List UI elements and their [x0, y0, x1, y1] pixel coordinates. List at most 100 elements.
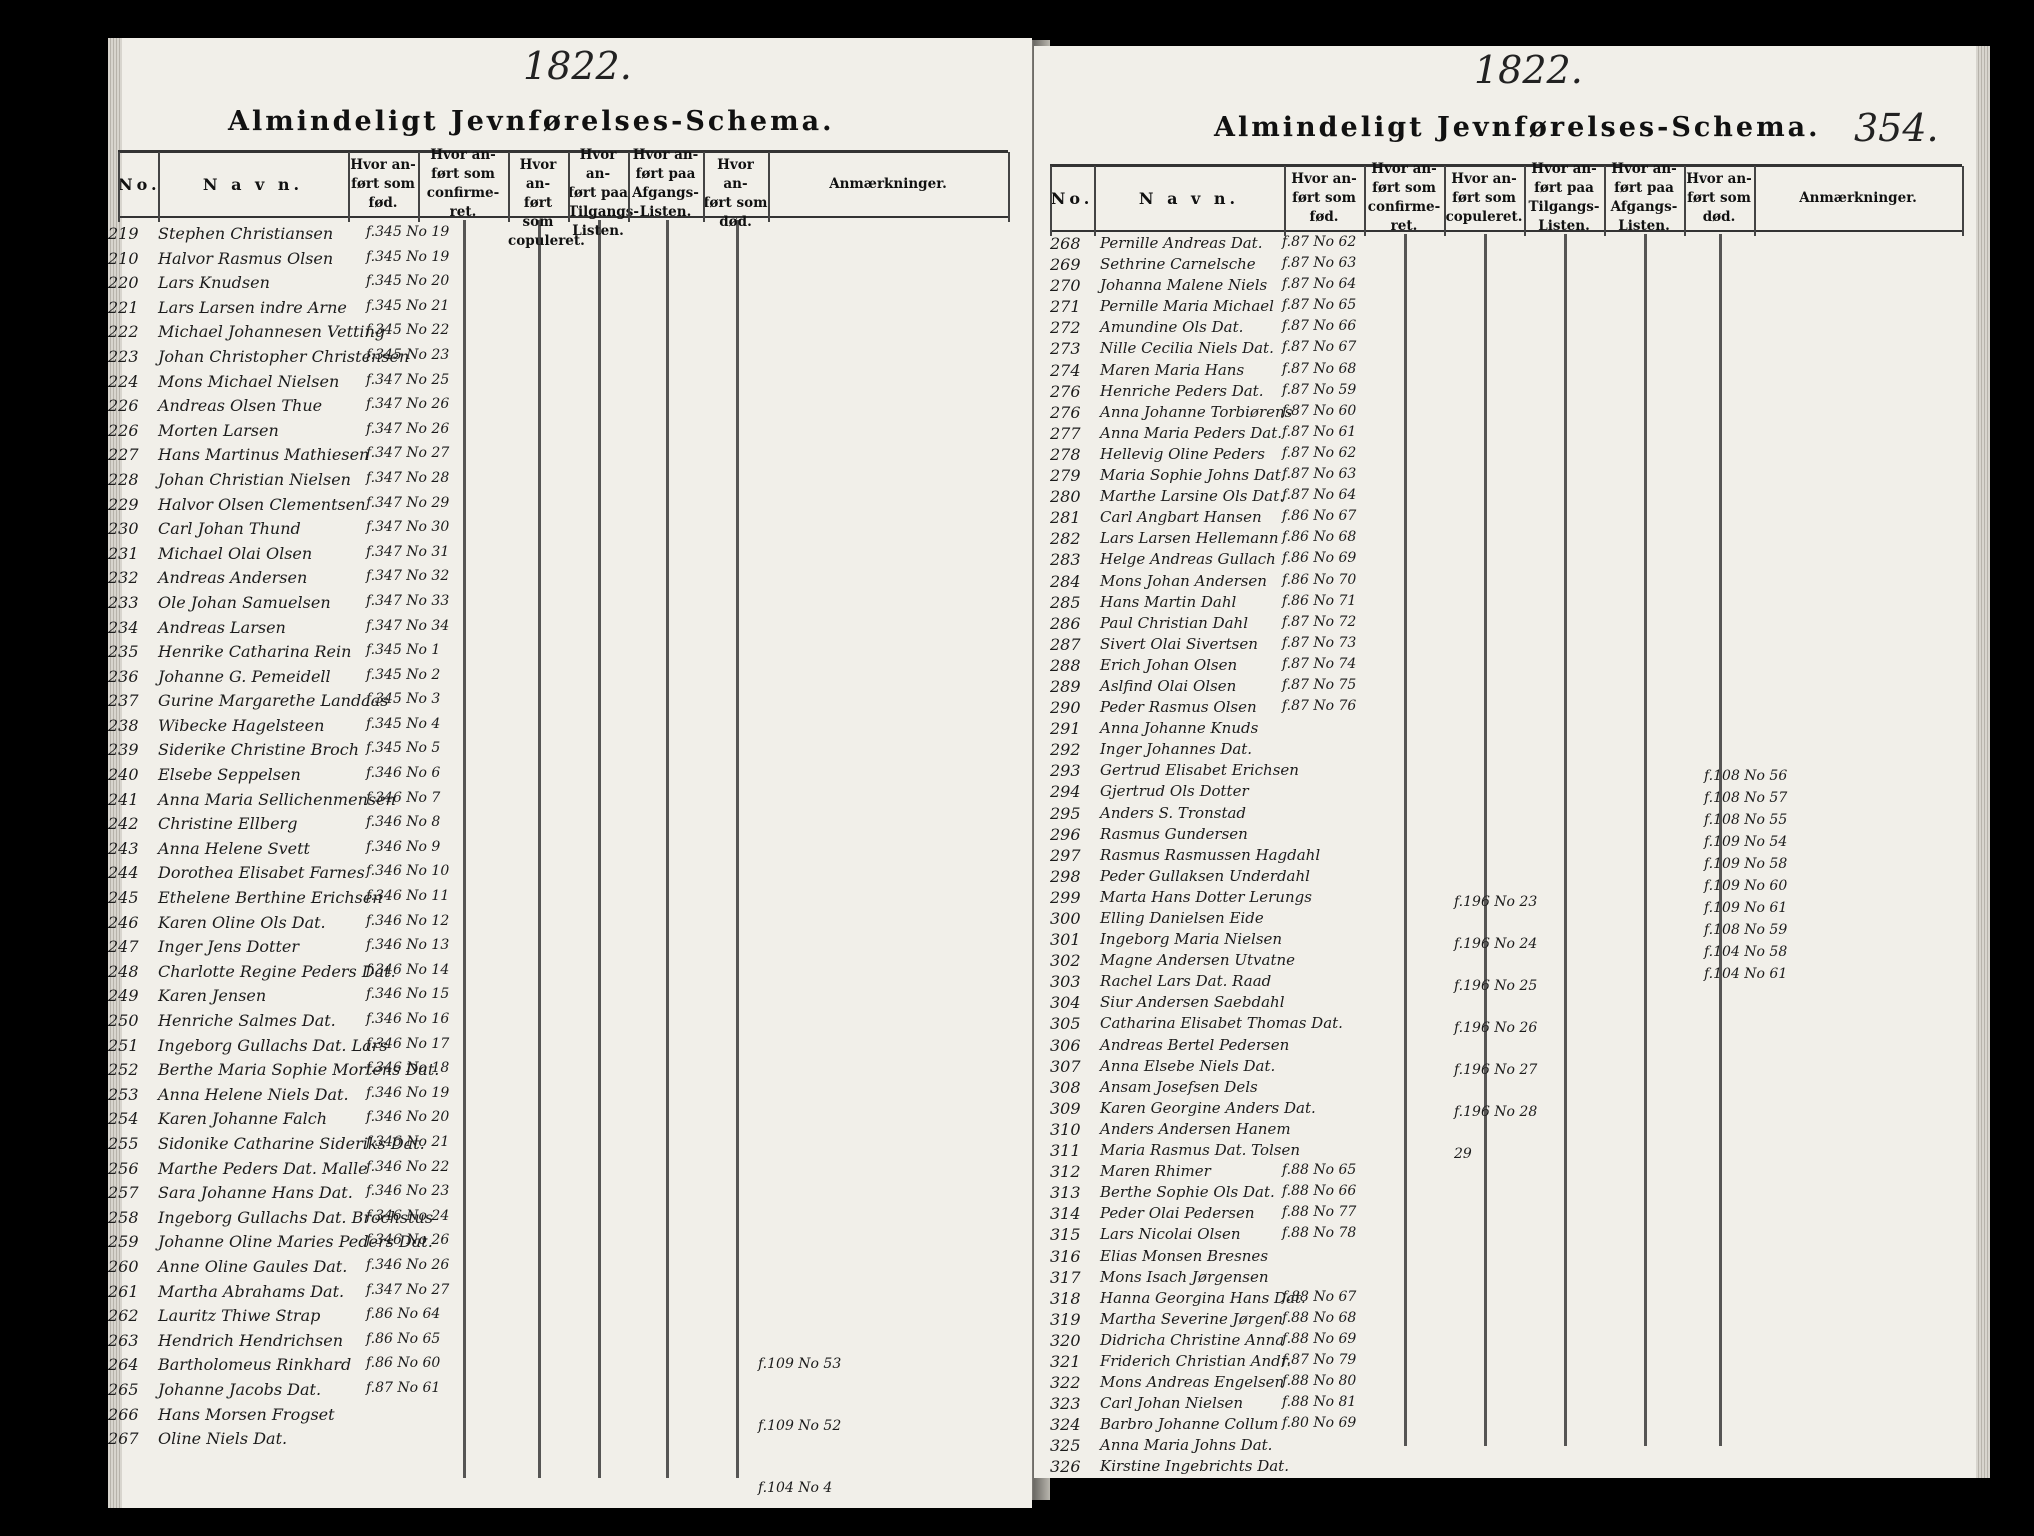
left-col-header-2: Hvor an- ført som fød.	[350, 156, 416, 211]
right-column-rule	[1050, 166, 1052, 236]
left-column-tally-line	[598, 220, 601, 1478]
row-name: Johan Christian Nielsen	[158, 469, 351, 489]
table-row: 250 Henriche Salmes Dat. f.346 No 16	[108, 1011, 1008, 1036]
table-row: 299 Marta Hans Dotter Lerungs	[1050, 888, 1950, 909]
right-page: 1822. Almindeligt Jevnførelses-Schema. 3…	[1034, 46, 1990, 1478]
row-name: Henrike Catharina Rein	[158, 642, 352, 662]
row-name: Maria Rasmus Dat. Tolsen	[1100, 1141, 1301, 1160]
row-born-ref: f.87 No 63	[1282, 255, 1357, 272]
table-row: 219 Stephen Christiansen f.345 No 19	[108, 224, 1008, 249]
row-name: Andreas Bertel Pedersen	[1100, 1035, 1290, 1054]
row-born-ref: f.346 No 18	[366, 1060, 450, 1077]
row-born-ref: f.345 No 5	[366, 740, 441, 757]
row-name: Inger Jens Dotter	[158, 937, 299, 957]
table-row: 279 Maria Sophie Johns Dat. f.87 No 63	[1050, 466, 1950, 487]
row-name: Anna Johanne Knuds	[1100, 719, 1259, 738]
right-rows: 268 Pernille Andreas Dat. f.87 No 62 269 Set…	[1050, 234, 1950, 1479]
row-born-ref: f.346 No 11	[366, 888, 450, 905]
row-born-ref: f.87 No 61	[366, 1379, 441, 1396]
left-col-header-8: Anmærkninger.	[829, 175, 947, 192]
row-number: 311	[1050, 1141, 1081, 1161]
table-row: 311 Maria Rasmus Dat. Tolsen	[1050, 1141, 1950, 1162]
row-name: Friderich Christian Andr.	[1100, 1351, 1292, 1370]
row-name: Johanne Oline Maries Peders Dat.	[158, 1232, 433, 1252]
table-row: 210 Halvor Rasmus Olsen f.345 No 19	[108, 249, 1008, 274]
row-name: Martha Abrahams Dat.	[158, 1281, 345, 1301]
table-row: 220 Lars Knudsen f.345 No 20	[108, 273, 1008, 298]
table-row: 283 Helge Andreas Gullach f.86 No 69	[1050, 550, 1950, 571]
row-number: 273	[1050, 339, 1081, 359]
row-name: Mons Johan Andersen	[1100, 571, 1267, 590]
table-row: 261 Martha Abrahams Dat. f.347 No 27	[108, 1282, 1008, 1307]
table-row: 289 Aslfind Olai Olsen f.87 No 75	[1050, 677, 1950, 698]
right-column-rule	[1684, 166, 1686, 236]
table-row: 324 Barbro Johanne Collum f.80 No 69	[1050, 1415, 1950, 1436]
table-row: 309 Karen Georgine Anders Dat.	[1050, 1099, 1950, 1120]
left-col-header-0: No.	[118, 174, 161, 194]
row-number: 296	[1050, 824, 1081, 844]
table-row: 303 Rachel Lars Dat. Raad	[1050, 972, 1950, 993]
row-born-ref: f.347 No 26	[366, 396, 450, 413]
tilgang-notes-entry: f.196 No 26	[1454, 1020, 1538, 1036]
table-row: 288 Erich Johan Olsen f.87 No 74	[1050, 656, 1950, 677]
row-number: 233	[108, 592, 139, 612]
left-col-header-4: Hvor an- ført som copuleret.	[508, 156, 585, 249]
table-row: 240 Elsebe Seppelsen f.346 No 6	[108, 765, 1008, 790]
right-column-rule	[1364, 166, 1366, 236]
table-row: 276 Henriche Peders Dat. f.87 No 59	[1050, 382, 1950, 403]
row-number: 238	[108, 715, 139, 735]
row-number: 277	[1050, 423, 1081, 443]
dod-notes-entry: f.108 No 56	[1704, 768, 1788, 784]
row-number: 276	[1050, 402, 1081, 422]
row-number: 282	[1050, 529, 1081, 549]
row-number: 268	[1050, 234, 1081, 253]
row-number: 247	[108, 937, 139, 957]
table-row: 249 Karen Jensen f.346 No 15	[108, 986, 1008, 1011]
row-name: Christine Ellberg	[158, 814, 298, 834]
row-number: 292	[1050, 740, 1081, 760]
left-col-header-1: N a v n.	[202, 174, 304, 194]
row-name: Elsebe Seppelsen	[158, 765, 301, 785]
right-column-tally-line	[1484, 234, 1487, 1446]
right-column-tally-line	[1644, 234, 1647, 1446]
table-row: 276 Anna Johanne Torbiørens f.87 No 60	[1050, 403, 1950, 424]
left-column-rule	[628, 152, 630, 222]
table-row: 253 Anna Helene Niels Dat. f.346 No 19	[108, 1085, 1008, 1110]
row-born-ref: f.346 No 15	[366, 986, 450, 1003]
table-row: 257 Sara Johanne Hans Dat. f.346 No 23	[108, 1183, 1008, 1208]
row-number: 289	[1050, 676, 1081, 696]
right-column-tally-line	[1719, 234, 1722, 1446]
table-row: 232 Andreas Andersen f.347 No 32	[108, 568, 1008, 593]
left-column-rule	[158, 152, 160, 222]
left-column-tally-line	[463, 220, 466, 1478]
row-number: 226	[108, 420, 139, 440]
table-row: 322 Mons Andreas Engelsen f.88 No 80	[1050, 1373, 1950, 1394]
row-number: 228	[108, 469, 139, 489]
row-name: Lars Nicolai Olsen	[1100, 1225, 1241, 1244]
table-row: 320 Didricha Christine Anna f.88 No 69	[1050, 1331, 1950, 1352]
row-number: 257	[108, 1183, 139, 1203]
table-row: 280 Marthe Larsine Ols Dat. f.87 No 64	[1050, 487, 1950, 508]
table-row: 287 Sivert Olai Sivertsen f.87 No 73	[1050, 635, 1950, 656]
left-rows: 219 Stephen Christiansen f.345 No 19 210 Hal…	[108, 224, 1008, 1454]
row-number: 290	[1050, 698, 1081, 718]
row-born-ref: f.88 No 68	[1282, 1309, 1357, 1326]
row-name: Andreas Andersen	[158, 568, 308, 588]
row-number: 271	[1050, 297, 1081, 317]
table-row: 223 Johan Christopher Christensen f.345 No…	[108, 347, 1008, 372]
table-row: 310 Anders Andersen Hanem	[1050, 1120, 1950, 1141]
row-born-ref: f.87 No 66	[1282, 318, 1357, 335]
row-name: Marta Hans Dotter Lerungs	[1100, 887, 1312, 906]
row-number: 245	[108, 888, 139, 908]
right-column-rule	[1604, 166, 1606, 236]
row-number: 248	[108, 961, 139, 981]
table-row: 296 Rasmus Gundersen	[1050, 825, 1950, 846]
row-name: Anders Andersen Hanem	[1100, 1119, 1291, 1138]
row-born-ref: f.346 No 20	[366, 1109, 450, 1126]
row-born-ref: f.346 No 26	[366, 1256, 450, 1273]
row-name: Ingeborg Gullachs Dat. Brochstus	[158, 1207, 434, 1227]
row-born-ref: f.345 No 19	[366, 248, 450, 265]
table-row: 307 Anna Elsebe Niels Dat.	[1050, 1057, 1950, 1078]
table-row: 256 Marthe Peders Dat. Malle f.346 No 22	[108, 1159, 1008, 1184]
tilgang-notes-entry: f.196 No 28	[1454, 1104, 1538, 1120]
